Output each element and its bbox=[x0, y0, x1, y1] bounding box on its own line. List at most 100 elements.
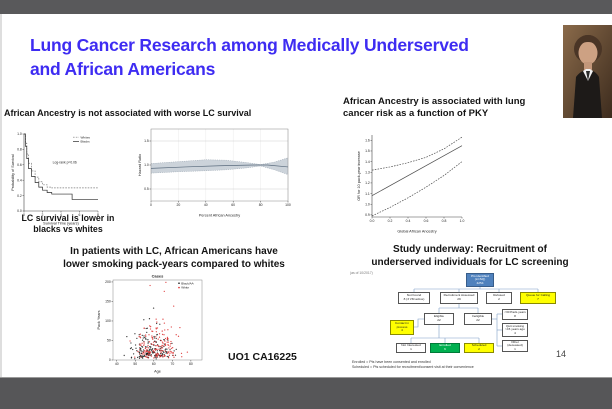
km-survival-chart: 0 2 4 6 8 0.0 0.2 0.4 0.6 0.8 1.0 Survival Time (ye… bbox=[11, 132, 99, 226]
svg-text:OR for 10 pack-year increase: OR for 10 pack-year increase bbox=[357, 151, 361, 201]
svg-text:1.0: 1.0 bbox=[460, 219, 465, 223]
recruitment-flowchart: (as of 10/2017) Enrolled = Pts have been… bbox=[348, 268, 604, 374]
svg-text:0.4: 0.4 bbox=[17, 178, 22, 182]
svg-text:Whites: Whites bbox=[81, 135, 91, 139]
flow-node-label: Not Found bbox=[406, 293, 422, 298]
risk-section-heading: African Ancestry is associated with lung… bbox=[343, 96, 579, 120]
flow-node-count: 22 bbox=[476, 318, 480, 322]
svg-text:Hazard Ratio: Hazard Ratio bbox=[138, 154, 142, 176]
svg-text:0.0: 0.0 bbox=[370, 219, 375, 223]
flow-node-refused: Refused 2 bbox=[486, 292, 512, 304]
svg-text:0.9: 0.9 bbox=[365, 213, 370, 217]
svg-text:0.2: 0.2 bbox=[388, 219, 393, 223]
flow-node-label: Recruitment Assessed bbox=[443, 293, 475, 298]
svg-text:60: 60 bbox=[152, 362, 156, 366]
or-pky-chart: 0.0 0.2 0.4 0.6 0.8 1.0 0.9 1.0 1.1 1.2 1.3 1.4 1.5 1… bbox=[357, 135, 465, 234]
flow-node-count: 4 bbox=[514, 330, 516, 335]
svg-text:0: 0 bbox=[150, 203, 152, 207]
flowchart-footnote-1: Enrolled = Pts have been consented and e… bbox=[352, 360, 431, 364]
flow-node-label: Other (deceased) bbox=[507, 339, 523, 348]
slide-title: Lung Cancer Research among Medically Und… bbox=[30, 34, 575, 82]
flow-node-count: 2 bbox=[498, 297, 500, 301]
survival-caption-line1: LC survival is lower in bbox=[21, 213, 115, 223]
presentation-slide: Lung Cancer Research among Medically Und… bbox=[0, 14, 612, 377]
svg-text:0: 0 bbox=[23, 213, 25, 217]
flow-node-assessed: Recruitment Assessed 29 bbox=[440, 292, 478, 304]
svg-text:150: 150 bbox=[105, 300, 111, 304]
svg-text:70: 70 bbox=[170, 362, 174, 366]
flow-node-notinterested: Not Interested 1 bbox=[396, 343, 426, 353]
packyears-heading-line1: In patients with LC, African Americans h… bbox=[70, 246, 278, 257]
flow-node-enrolled: Enrolled 6 bbox=[430, 343, 460, 353]
svg-text:Percent African Ancestry: Percent African Ancestry bbox=[199, 214, 240, 218]
flow-node-scheduled: Scheduled 2 bbox=[464, 343, 494, 353]
flow-node-ineligible: Ineligible 22 bbox=[464, 313, 492, 325]
flow-node-queue: Queue for Calling 7 bbox=[520, 292, 556, 304]
flow-node-label: Scheduled bbox=[471, 343, 487, 348]
survival-section-heading: African Ancestry is not associated with … bbox=[4, 108, 252, 118]
svg-text:8: 8 bbox=[97, 213, 99, 217]
flow-node-count: 4 bbox=[401, 328, 403, 333]
svg-text:0.8: 0.8 bbox=[442, 219, 447, 223]
svg-text:Age: Age bbox=[154, 370, 161, 374]
recruitment-section-heading: Study underway: Recruitment of underserv… bbox=[342, 244, 598, 269]
svg-text:Global African Ancestry: Global African Ancestry bbox=[397, 230, 436, 234]
svg-text:Black/AA: Black/AA bbox=[181, 281, 194, 285]
window-bottom-bar bbox=[0, 377, 612, 409]
flow-node-label: <30 Pack-years bbox=[504, 309, 526, 314]
flow-node-count: 22 bbox=[437, 318, 441, 322]
packyears-heading-line2: lower smoking pack-years compared to whi… bbox=[63, 258, 285, 270]
flow-node-count: 4254 bbox=[476, 280, 484, 285]
svg-text:50: 50 bbox=[107, 339, 111, 343]
flow-node-label: Enrolled bbox=[439, 343, 451, 348]
risk-heading-line2: cancer risk as a function of PKY bbox=[343, 107, 489, 119]
survival-caption: LC survival is lower in blacks vs whites bbox=[4, 213, 132, 236]
svg-text:0.4: 0.4 bbox=[406, 219, 411, 223]
flow-node-count: 6 bbox=[444, 347, 446, 351]
flowchart-connectors bbox=[410, 287, 539, 347]
svg-text:1.6: 1.6 bbox=[365, 139, 370, 143]
flow-node-label: Not Interested bbox=[401, 343, 421, 348]
flow-node-label: Refused bbox=[493, 293, 505, 298]
flow-node-contact: Contact in process 4 bbox=[390, 320, 414, 335]
svg-text:1.5: 1.5 bbox=[144, 139, 149, 143]
grant-number: UO1 CA16225 bbox=[228, 351, 297, 363]
svg-text:100: 100 bbox=[285, 203, 291, 207]
slide-title-line1: Lung Cancer Research among Medically Und… bbox=[30, 35, 469, 55]
svg-text:80: 80 bbox=[189, 362, 193, 366]
page-number: 14 bbox=[556, 349, 567, 359]
recruitment-heading-line1: Study underway: Recruitment of bbox=[393, 244, 547, 255]
svg-text:80: 80 bbox=[259, 203, 263, 207]
packyears-scatter-chart: 40 50 60 70 80 0 50 100 150 200 Age Pack Years Cases… bbox=[97, 274, 203, 374]
flow-node-label: Queue for Calling bbox=[525, 293, 551, 298]
svg-text:1.0: 1.0 bbox=[144, 163, 149, 167]
svg-text:60: 60 bbox=[231, 203, 235, 207]
svg-text:Blacks: Blacks bbox=[81, 140, 91, 144]
svg-text:Log-rank p=0.06: Log-rank p=0.06 bbox=[53, 160, 77, 164]
svg-text:0.5: 0.5 bbox=[144, 187, 149, 191]
svg-text:White: White bbox=[181, 286, 189, 290]
slide-title-line2: and African Americans bbox=[30, 58, 216, 79]
svg-text:Probability of Survival: Probability of Survival bbox=[11, 154, 15, 191]
svg-text:40: 40 bbox=[115, 362, 119, 366]
flow-node-quit: Quit smoking >15 years ago 4 bbox=[502, 323, 528, 337]
svg-text:4: 4 bbox=[60, 213, 62, 217]
flowchart-footnote-2: Scheduled = Pts scheduled for recruitmen… bbox=[352, 365, 474, 369]
svg-text:1.3: 1.3 bbox=[365, 170, 370, 174]
svg-text:1.1: 1.1 bbox=[365, 192, 370, 196]
svg-text:Cases: Cases bbox=[152, 274, 165, 279]
flow-node-root: Pts identified (LCSQ) 4254 bbox=[466, 273, 494, 287]
svg-text:2: 2 bbox=[42, 213, 44, 217]
hazard-ratio-chart: 0 20 40 60 80 100 0.5 1.0 1.5 Percent African Anc… bbox=[138, 128, 291, 218]
flow-node-label: Ineligible bbox=[471, 314, 485, 319]
flow-node-notfound: Not Found 8 (3 VM active) bbox=[398, 292, 430, 304]
flow-node-count: 8 bbox=[514, 313, 516, 318]
svg-text:0: 0 bbox=[109, 358, 111, 362]
svg-text:100: 100 bbox=[105, 319, 111, 323]
slide-left-edge bbox=[0, 14, 2, 377]
svg-text:Survival Time (years): Survival Time (years) bbox=[43, 222, 79, 226]
packyears-section-heading: In patients with LC, African Americans h… bbox=[26, 246, 322, 271]
svg-text:1.4: 1.4 bbox=[365, 160, 370, 164]
window-top-bar bbox=[0, 0, 612, 14]
flow-node-label: Pts identified (LCSQ) bbox=[471, 273, 489, 282]
